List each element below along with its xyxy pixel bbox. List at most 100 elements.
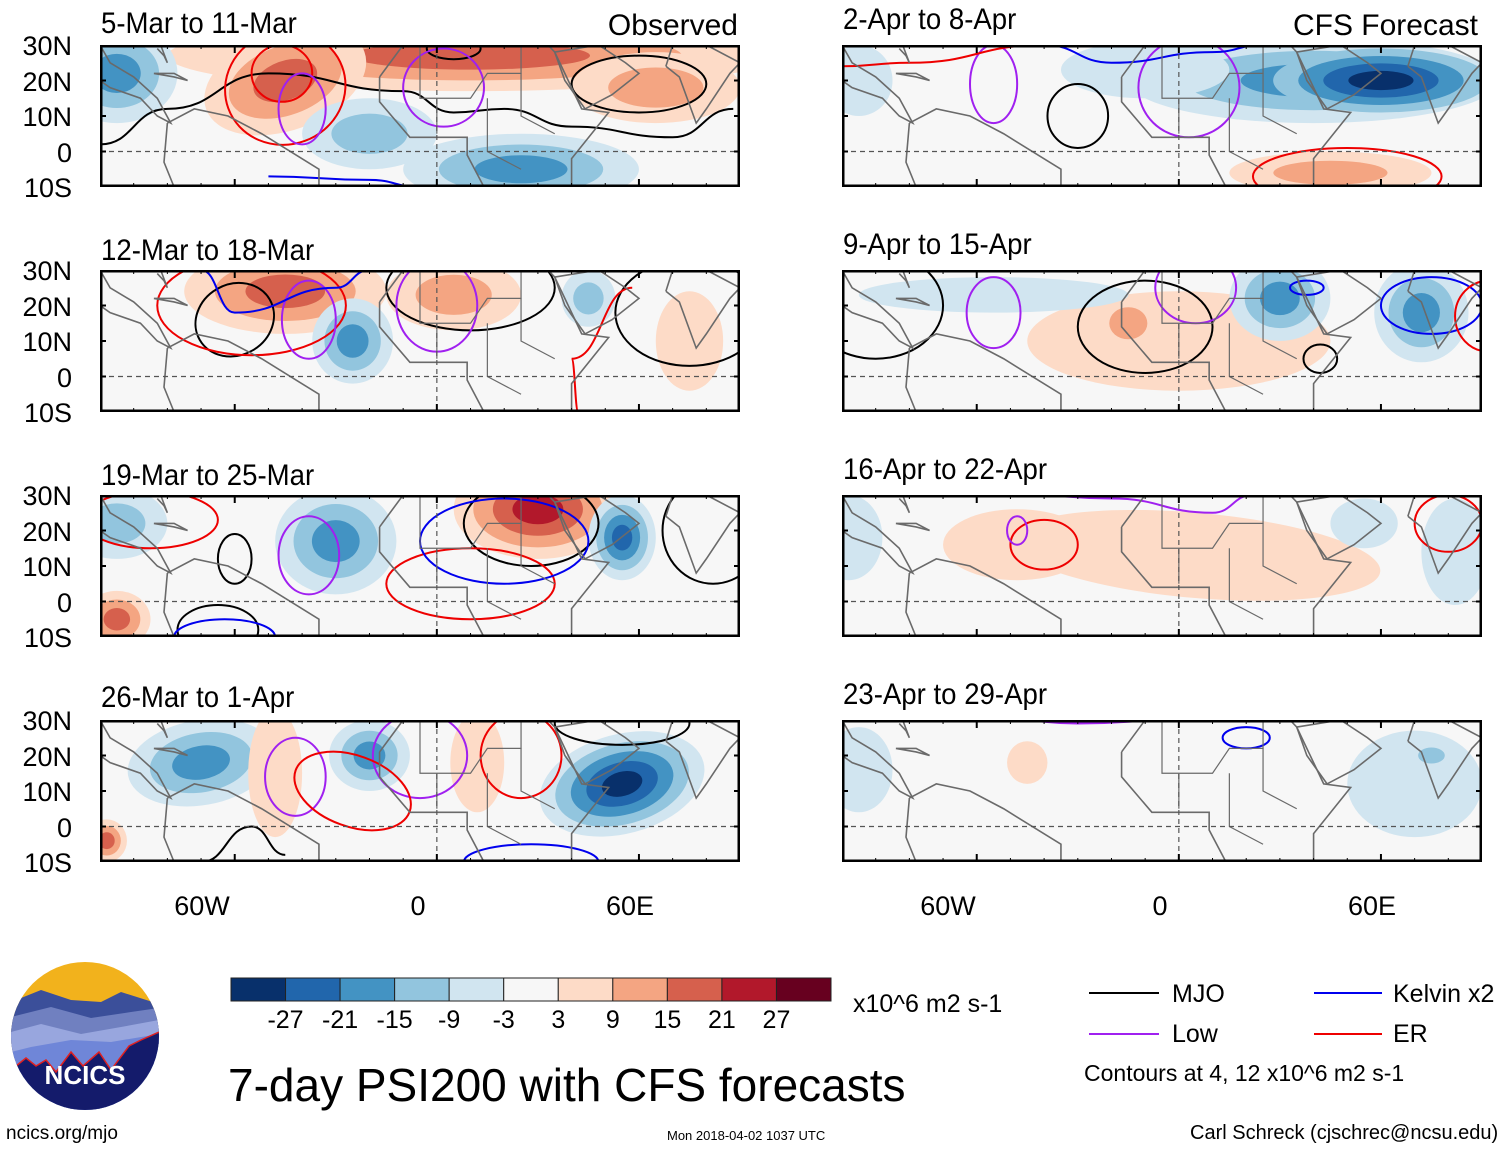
contour-mjo [842,270,945,360]
coastline [842,495,915,576]
timestamp: Mon 2018-04-02 1037 UTC [667,1128,826,1143]
coastline [895,522,930,532]
contour-er [842,45,1045,68]
contour-er [100,495,219,550]
x-tick-60e-left: 60E [605,891,655,921]
panel-title-7: 16-Apr to 22-Apr [843,453,1048,486]
legend-label-low: Low [1172,1020,1218,1048]
legend-label-mjo: MJO [1172,980,1225,1008]
contour-l [277,72,327,146]
coastline [898,270,911,289]
contour-er [570,286,633,412]
colorbar-swatch [503,977,559,1002]
x-tick-60w-right: 60W [920,891,976,921]
anomaly-shading [601,770,643,797]
coastline [1407,495,1482,575]
anomaly-shading [1330,498,1398,549]
country-border [1262,523,1298,585]
coastline [153,72,188,82]
colorbar-tick-label: -27 [267,1006,304,1034]
y-tick-label: 10S [23,173,72,203]
coastline [842,720,915,801]
coastline [842,270,915,351]
colorbar-swatch [339,977,396,1002]
coastline [100,495,173,576]
colorbar-swatch [666,977,723,1002]
observed-label: Observed [607,9,738,42]
country-border [520,748,556,810]
anomaly-shading [103,608,131,631]
map-panel-1 [100,45,740,187]
y-tick-label: 10S [23,848,72,878]
coastline [905,558,1062,637]
colorbar-tick-label: -9 [438,1006,461,1034]
map-panel-7 [842,495,1482,637]
y-tick-label: 0 [56,137,72,168]
colorbar-swatch [448,977,505,1002]
site-link[interactable]: ncics.org/mjo [6,1123,118,1144]
coastline [1295,270,1383,335]
coastline [163,108,320,187]
coastline [163,333,320,412]
coastline [1407,270,1482,350]
anomaly-shading [842,45,893,116]
coastline [1407,720,1482,800]
map-panel-4 [100,720,740,862]
panel-title-1: 5-Mar to 11-Mar [101,7,297,40]
colorbar-swatch [394,977,450,1002]
colorbar-swatch [557,977,614,1002]
country-border [1262,298,1298,360]
colorbar [230,977,832,1002]
contour-er [1251,146,1443,187]
anomaly-shading [336,324,369,358]
coastline [553,270,641,335]
contour-mjo [614,270,740,367]
ncics-logo[interactable]: NCICS [11,962,159,1110]
coastline [378,45,611,187]
x-tick-60e-right: 60E [1347,891,1397,921]
country-border [1262,73,1298,135]
y-tick-label: 10N [22,327,72,357]
coastline [665,720,740,800]
colorbar-tick-label: 21 [708,1006,736,1034]
coastline [553,720,641,785]
colorbar-swatch [612,977,668,1002]
contour-mjo [200,825,286,862]
contour-er [479,720,563,800]
colorbar-tick-label: -21 [322,1006,359,1034]
coastline [553,45,641,110]
anomaly-shading [311,520,360,563]
coastline [842,45,915,126]
y-tick-label: 10N [22,552,72,582]
contour-k [173,618,277,637]
country-border [1161,495,1264,549]
contour-mjo [216,533,253,585]
legend-line-er [1314,1033,1382,1035]
contour-k [200,270,370,314]
coastline [1295,720,1383,785]
anomaly-shading [331,113,408,154]
colorbar-tick-label: -15 [376,1006,413,1034]
coastline [156,720,169,739]
y-tick-label: 20N [22,741,72,772]
y-tick-label: 10S [23,398,72,428]
anomaly-shading [858,277,1129,313]
coastline [1407,45,1482,125]
anomaly-shading [842,495,883,581]
colorbar-tick-label: 9 [605,1006,620,1034]
panel-title-3: 19-Mar to 25-Mar [101,459,315,492]
coastline [1295,495,1383,560]
colorbar-tick-label: 3 [551,1006,566,1034]
coastline [1120,495,1353,637]
contour-er [156,270,347,357]
y-tick-label: 0 [56,812,72,843]
contour-l [277,515,341,596]
y-tick-label: 30N [22,706,72,736]
anomaly-shading [573,282,604,315]
contour-mjo [462,495,600,567]
contour-mjo [100,72,734,146]
anomaly-shading [245,274,326,309]
country-border [1161,270,1264,324]
country-border [419,720,522,774]
colorbar-tick-label: -3 [492,1006,515,1034]
